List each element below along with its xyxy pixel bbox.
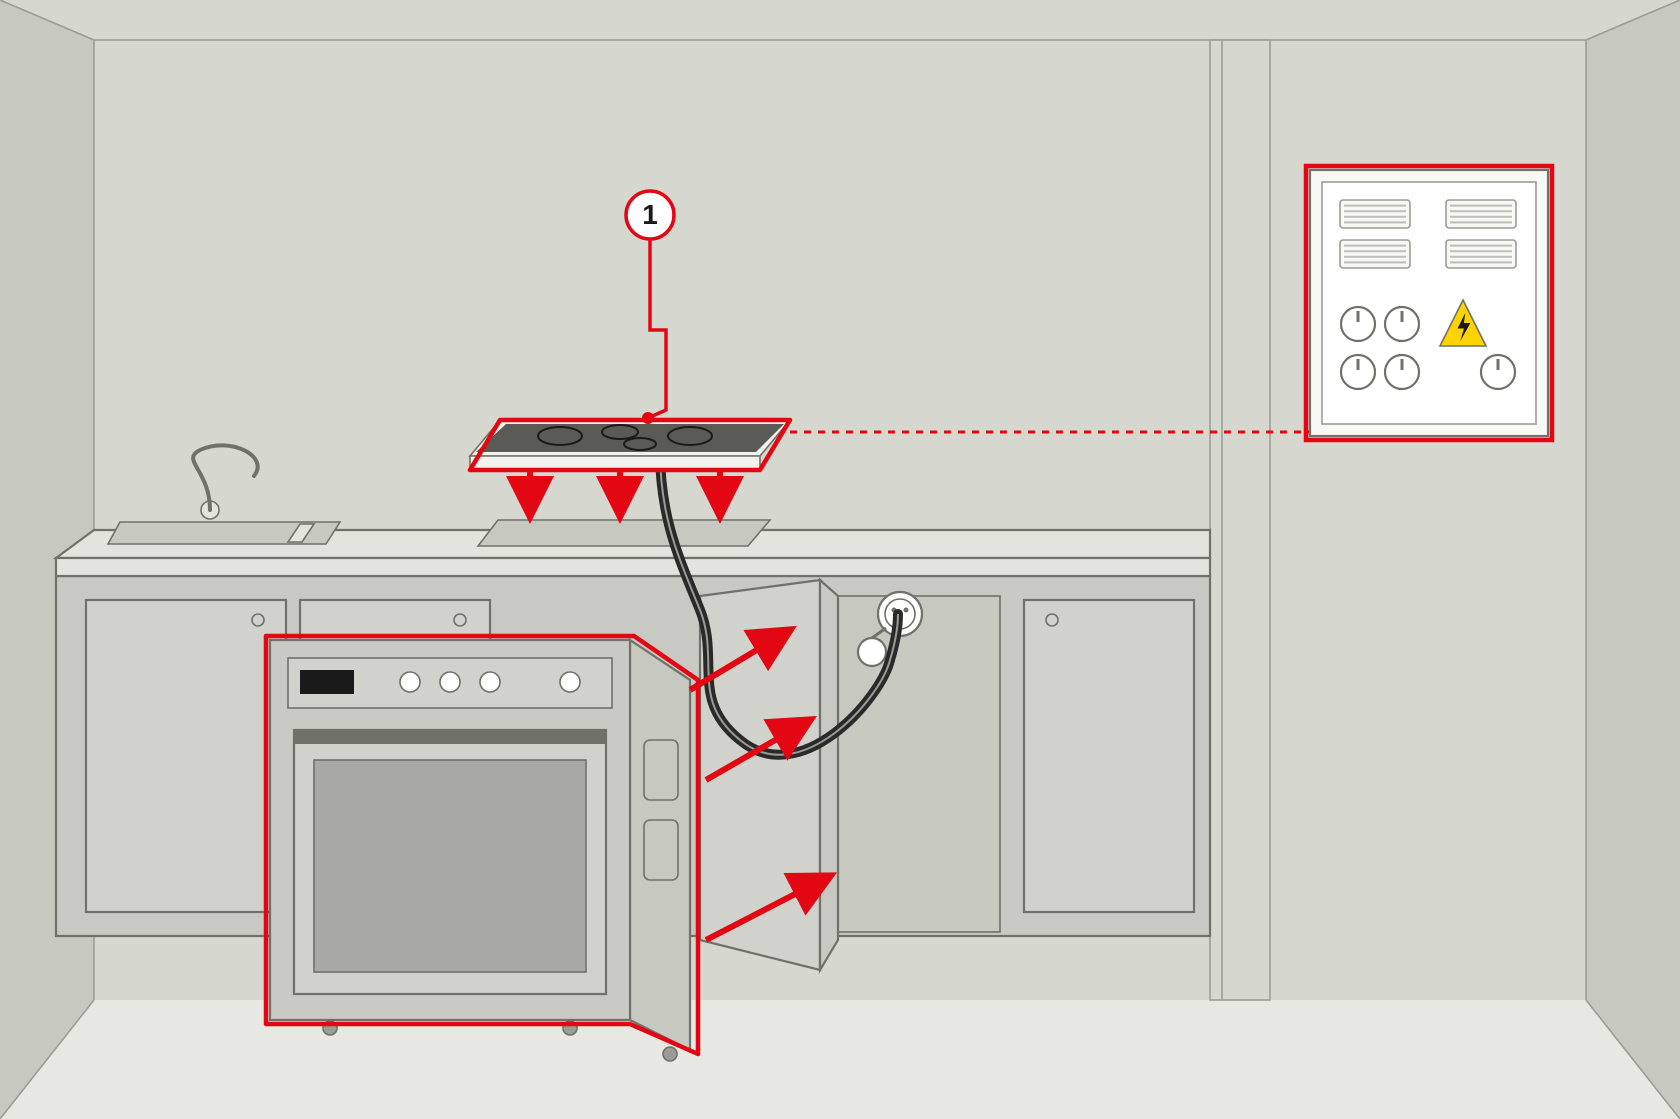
- oven-handle: [294, 730, 606, 744]
- ceiling: [0, 0, 1680, 40]
- panel-vent: [1446, 200, 1516, 228]
- panel-vent: [1446, 240, 1516, 268]
- oven-knob: [480, 672, 500, 692]
- oven-knob: [440, 672, 460, 692]
- floor: [0, 1000, 1680, 1119]
- oven-knob: [400, 672, 420, 692]
- cabinet-door: [86, 600, 286, 912]
- wall-pillar: [1210, 40, 1270, 1000]
- cooktop-cutout: [478, 520, 770, 546]
- callout-label: 1: [642, 199, 658, 230]
- right-wall: [1586, 0, 1680, 1119]
- kitchen-install-diagram: 1: [0, 0, 1680, 1119]
- oven-knob: [560, 672, 580, 692]
- oven-display: [300, 670, 354, 694]
- cabinet-door: [1024, 600, 1194, 912]
- oven-glass: [314, 760, 586, 972]
- panel-vent: [1340, 240, 1410, 268]
- panel-vent: [1340, 200, 1410, 228]
- power-plug: [858, 638, 886, 666]
